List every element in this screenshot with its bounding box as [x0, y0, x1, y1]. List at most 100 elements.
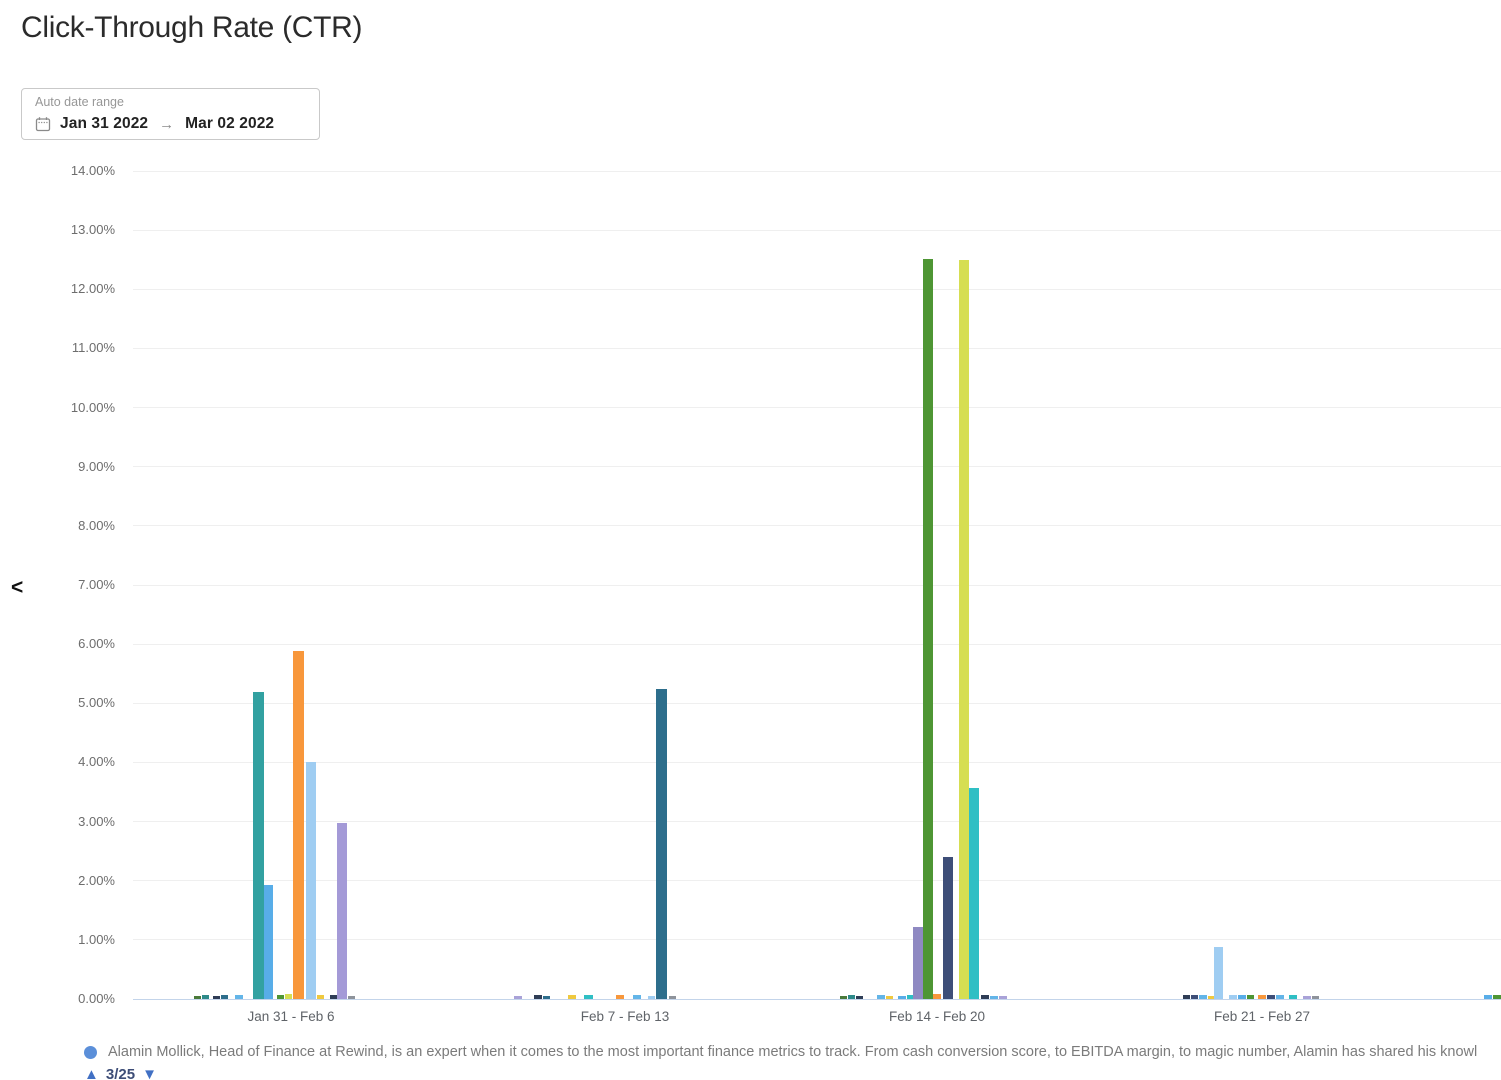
x-tick-label: Feb 14 - Feb 20	[888, 1009, 986, 1024]
arrow-right-icon: →	[159, 115, 175, 133]
date-range-label: Auto date range	[35, 95, 124, 109]
bar[interactable]	[669, 996, 676, 999]
bar[interactable]	[907, 995, 914, 999]
collapse-panel-chevron-icon[interactable]: <	[11, 576, 24, 599]
bar[interactable]	[898, 996, 906, 999]
bar[interactable]	[981, 995, 989, 999]
gridline	[133, 170, 1501, 172]
bar[interactable]	[1267, 994, 1275, 999]
bar[interactable]	[221, 995, 228, 999]
bar[interactable]	[1289, 995, 1297, 999]
bar[interactable]	[1214, 946, 1223, 999]
gridline	[133, 761, 1501, 763]
bar[interactable]	[534, 995, 542, 999]
bar[interactable]	[886, 996, 893, 999]
bar[interactable]	[194, 996, 201, 999]
y-tick-label: 7.00%	[78, 577, 115, 592]
bar[interactable]	[923, 258, 933, 999]
bar[interactable]	[943, 857, 953, 999]
bar[interactable]	[999, 996, 1007, 999]
bar[interactable]	[317, 994, 324, 999]
bar[interactable]	[584, 994, 593, 999]
y-tick-label: 8.00%	[78, 517, 115, 533]
page-up-icon[interactable]: ▲	[84, 1066, 99, 1080]
bar[interactable]	[1208, 996, 1214, 999]
page-count: 3/25	[105, 1066, 136, 1080]
bar[interactable]	[264, 884, 273, 999]
gridline	[133, 525, 1501, 527]
bar[interactable]	[877, 995, 885, 999]
bar[interactable]	[1247, 995, 1254, 999]
bar[interactable]	[633, 995, 641, 999]
legend-dot-icon	[84, 1045, 97, 1059]
bar[interactable]	[990, 996, 998, 999]
bar[interactable]	[568, 995, 576, 999]
date-range-end[interactable]: Mar 02 2022	[185, 115, 275, 132]
gridline	[133, 643, 1501, 645]
gridline	[133, 584, 1501, 586]
bar[interactable]	[969, 787, 979, 999]
gridline	[133, 939, 1501, 941]
calendar-icon	[35, 116, 51, 132]
bar[interactable]	[285, 994, 292, 999]
date-range-picker[interactable]: Auto date range Jan 31 2022 → Mar 02 202…	[21, 88, 320, 140]
bar[interactable]	[277, 994, 284, 999]
bar[interactable]	[848, 995, 855, 999]
gridline	[133, 466, 1501, 468]
y-tick-label: 9.00%	[78, 458, 115, 474]
bar[interactable]	[1484, 995, 1492, 999]
bar[interactable]	[330, 995, 337, 999]
bar[interactable]	[856, 996, 863, 999]
y-tick-label: 10.00%	[70, 399, 115, 415]
bar[interactable]	[656, 688, 667, 999]
bar[interactable]	[1183, 995, 1190, 999]
bar[interactable]	[913, 926, 923, 999]
gridline	[133, 880, 1501, 882]
bar[interactable]	[253, 692, 264, 999]
y-tick-label: 0.00%	[78, 991, 115, 1006]
y-tick-label: 6.00%	[78, 636, 115, 652]
gridline	[133, 347, 1501, 349]
legend-pagination: ▲ 3/25 ▼	[84, 1066, 157, 1080]
bar[interactable]	[1493, 994, 1501, 999]
bar[interactable]	[293, 650, 304, 999]
x-tick-label: Feb 7 - Feb 13	[580, 1009, 670, 1024]
gridline	[133, 702, 1501, 704]
legend-item[interactable]: Alamin Mollick, Head of Finance at Rewin…	[84, 1044, 1501, 1060]
legend-label: Alamin Mollick, Head of Finance at Rewin…	[108, 1044, 1478, 1060]
bar[interactable]	[1276, 995, 1284, 999]
bar[interactable]	[1199, 995, 1207, 999]
bar[interactable]	[213, 996, 220, 999]
bar[interactable]	[933, 994, 941, 999]
bar[interactable]	[514, 996, 522, 999]
gridline	[133, 229, 1501, 231]
bar[interactable]	[348, 996, 355, 999]
bar[interactable]	[202, 995, 209, 999]
page-title: Click-Through Rate (CTR)	[21, 11, 363, 44]
gridline	[133, 407, 1501, 409]
bar[interactable]	[959, 259, 969, 999]
bar[interactable]	[1238, 995, 1246, 999]
bar[interactable]	[840, 996, 847, 999]
bar[interactable]	[1312, 996, 1319, 999]
x-axis-line	[133, 998, 1501, 1000]
bar[interactable]	[1303, 996, 1311, 999]
bar[interactable]	[337, 822, 347, 999]
bar[interactable]	[1258, 995, 1266, 999]
bar[interactable]	[543, 996, 550, 999]
y-tick-label: 4.00%	[78, 754, 115, 770]
bar[interactable]	[306, 762, 316, 999]
bar[interactable]	[1229, 995, 1237, 999]
date-range-start[interactable]: Jan 31 2022	[60, 115, 149, 132]
bar[interactable]	[616, 994, 624, 999]
gridline	[133, 288, 1501, 290]
bar[interactable]	[1191, 995, 1198, 999]
x-tick-label: Feb 21 - Feb 27	[1213, 1009, 1311, 1024]
y-tick-label: 3.00%	[78, 813, 115, 829]
page-down-icon[interactable]: ▼	[142, 1066, 157, 1080]
bar[interactable]	[648, 996, 655, 999]
gridline	[133, 821, 1501, 823]
bar[interactable]	[235, 995, 243, 999]
y-tick-label: 11.00%	[71, 340, 115, 356]
